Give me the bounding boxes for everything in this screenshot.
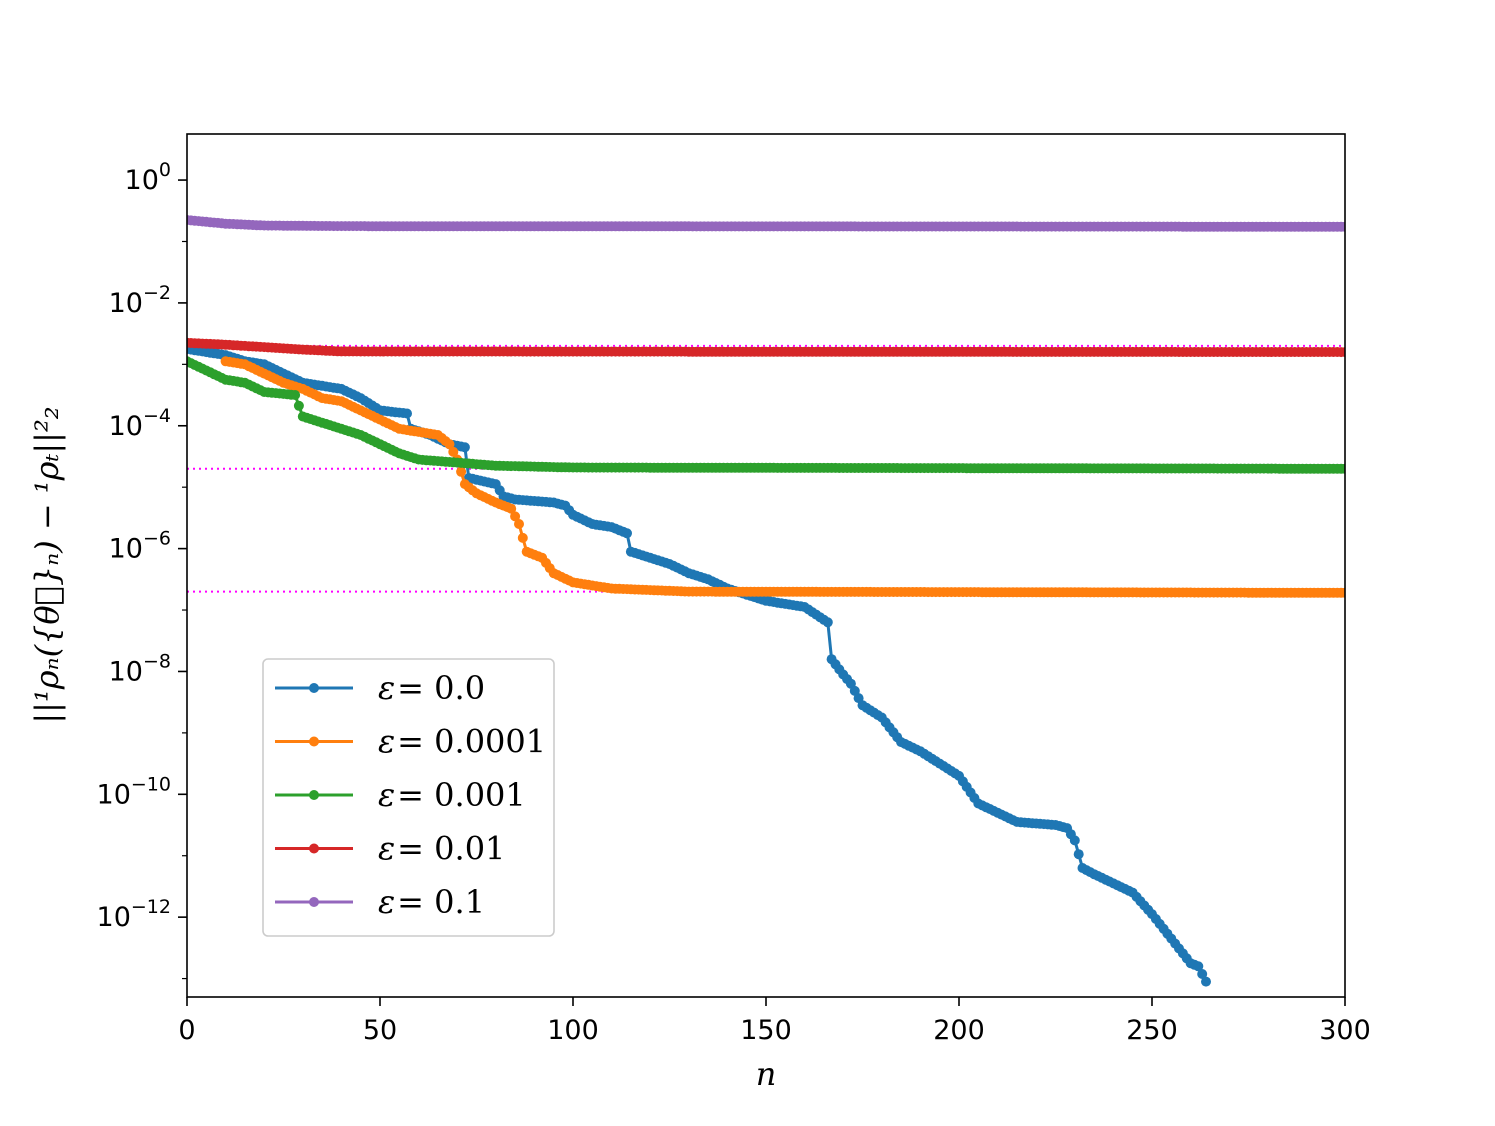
y-tick-base: 10 [109, 656, 143, 687]
legend-value: = 0.1 [397, 883, 485, 921]
series-3-point [1340, 347, 1345, 358]
series-1-point [506, 503, 517, 514]
legend-value: = 0.01 [397, 830, 505, 868]
x-tick-label: 250 [1126, 1015, 1178, 1046]
y-tick-base: 10 [97, 902, 131, 933]
legend-item-1: ε= 0.0001 [275, 723, 546, 761]
series-0-point [822, 617, 833, 628]
x-tick-label: 0 [178, 1015, 195, 1046]
legend-symbol: ε [378, 776, 395, 814]
y-tick-base: 10 [109, 411, 143, 442]
y-tick-exponent: −4 [143, 405, 171, 427]
legend-value: = 0.001 [397, 776, 526, 814]
y-tick-base: 10 [125, 165, 159, 196]
y-tick-label: 10−6 [109, 528, 171, 565]
x-tick-label: 100 [547, 1015, 599, 1046]
legend-symbol: ε [378, 669, 395, 707]
y-tick-label: 10−10 [97, 773, 171, 810]
series-1-point [510, 511, 521, 522]
legend-symbol: ε [378, 830, 395, 868]
x-tick-label: 150 [740, 1015, 792, 1046]
series-layer [187, 215, 1345, 987]
y-tick-exponent: −8 [143, 650, 171, 672]
series-4 [187, 215, 1345, 232]
legend-symbol: ε [378, 883, 395, 921]
y-tick-label: 10−12 [97, 896, 171, 933]
legend-value: = 0.0001 [397, 723, 546, 761]
series-1-point [444, 439, 455, 450]
x-axis-label: n [756, 1055, 777, 1093]
series-0 [187, 344, 1211, 987]
x-tick-label: 200 [933, 1015, 985, 1046]
series-1-point [456, 466, 467, 477]
y-tick-label: 100 [125, 159, 171, 196]
y-tick-exponent: −2 [143, 282, 171, 304]
legend-item-3: ε= 0.01 [275, 830, 505, 868]
y-tick-base: 10 [109, 534, 143, 565]
y-tick-label: 10−4 [109, 405, 171, 442]
series-0-point [402, 408, 412, 419]
series-line-1 [225, 359, 1345, 595]
series-0-point [1201, 976, 1211, 987]
series-4-point [1340, 221, 1345, 232]
legend-label: ε= 0.0 [378, 669, 485, 707]
series-1-point [514, 519, 524, 529]
y-tick-exponent: −10 [131, 773, 171, 795]
legend-item-2: ε= 0.001 [275, 776, 526, 814]
legend-swatch-marker [309, 683, 319, 693]
legend-label: ε= 0.1 [378, 883, 485, 921]
x-axis-ticks: 0 50 100 150 200 250 300 [178, 997, 1371, 1046]
legend-swatch-marker [309, 843, 319, 854]
series-0-point [622, 528, 632, 539]
y-tick-base: 10 [97, 779, 131, 810]
series-1-point [517, 532, 528, 543]
legend-label: ε= 0.01 [378, 830, 505, 868]
series-1-point [1340, 587, 1345, 598]
series-0-point [1197, 969, 1208, 979]
y-tick-base: 10 [109, 288, 143, 319]
legend-swatch-marker [309, 897, 319, 907]
y-tick-exponent: 0 [159, 159, 171, 181]
legend-value: = 0.0 [397, 669, 485, 707]
y-tick-label: 10−8 [109, 650, 171, 687]
series-0-point [459, 442, 470, 453]
y-tick-exponent: −6 [143, 528, 171, 550]
series-0-point [1073, 849, 1084, 860]
legend-label: ε= 0.001 [378, 776, 526, 814]
series-2-point [293, 400, 304, 411]
legend-symbol: ε [378, 723, 395, 761]
series-0-point [1193, 961, 1204, 972]
series-2 [187, 356, 1345, 474]
series-0-point [1069, 835, 1080, 846]
y-tick-label: 10−2 [109, 282, 171, 319]
legend-swatch-marker [309, 790, 319, 800]
series-3 [187, 337, 1345, 358]
y-axis-label: ||¹ρₙ({θ⃗}ₙ) − ¹ρₜ||²₂ [28, 406, 66, 723]
legend-box [262, 658, 555, 937]
x-tick-label: 50 [363, 1015, 397, 1046]
legend-item-4: ε= 0.1 [275, 883, 485, 921]
legend-swatch-marker [309, 736, 319, 747]
legend-label: ε= 0.0001 [378, 723, 546, 761]
y-tick-exponent: −12 [131, 896, 171, 918]
series-1 [220, 356, 1345, 598]
series-1-point [448, 446, 459, 457]
series-2-point [1340, 463, 1345, 474]
series-2-point [290, 390, 301, 400]
x-tick-label: 300 [1319, 1015, 1371, 1046]
legend-item-0: ε= 0.0 [275, 669, 485, 707]
